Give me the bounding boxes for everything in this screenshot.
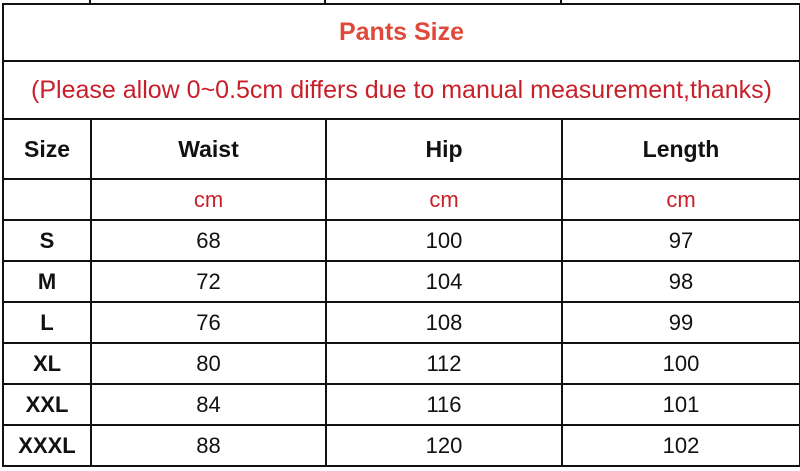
cell-waist: 72 <box>90 260 327 303</box>
grid-line <box>324 0 326 4</box>
header-waist: Waist <box>90 118 327 180</box>
cell-size: S <box>2 219 92 262</box>
unit-row: cm cm cm <box>2 178 800 221</box>
cell-hip: 112 <box>325 342 563 385</box>
pants-size-table: Pants Size (Please allow 0~0.5cm differs… <box>2 3 800 467</box>
table-row: XXL 84 116 101 <box>2 383 800 426</box>
cell-waist: 80 <box>90 342 327 385</box>
cell-length: 101 <box>561 383 800 426</box>
grid-line <box>89 0 91 4</box>
cell-waist: 88 <box>90 424 327 467</box>
cell-size: M <box>2 260 92 303</box>
unit-waist: cm <box>90 178 327 221</box>
cell-hip: 116 <box>325 383 563 426</box>
cell-hip: 108 <box>325 301 563 344</box>
table-row: XXXL 88 120 102 <box>2 424 800 467</box>
cell-length: 100 <box>561 342 800 385</box>
table-row: L 76 108 99 <box>2 301 800 344</box>
cell-size: XXXL <box>2 424 92 467</box>
unit-length: cm <box>561 178 800 221</box>
cell-length: 97 <box>561 219 800 262</box>
header-size: Size <box>2 118 92 180</box>
table-title: Pants Size <box>2 3 800 62</box>
header-length: Length <box>561 118 800 180</box>
unit-hip: cm <box>325 178 563 221</box>
cell-hip: 100 <box>325 219 563 262</box>
unit-size <box>2 178 92 221</box>
cell-waist: 76 <box>90 301 327 344</box>
measurement-note: (Please allow 0~0.5cm differs due to man… <box>2 60 800 120</box>
cell-hip: 120 <box>325 424 563 467</box>
grid-line <box>560 0 562 4</box>
header-hip: Hip <box>325 118 563 180</box>
cell-size: XXL <box>2 383 92 426</box>
table-row: XL 80 112 100 <box>2 342 800 385</box>
cell-waist: 84 <box>90 383 327 426</box>
cell-hip: 104 <box>325 260 563 303</box>
previous-table-edge <box>0 0 800 4</box>
cell-length: 98 <box>561 260 800 303</box>
cell-waist: 68 <box>90 219 327 262</box>
table-row: M 72 104 98 <box>2 260 800 303</box>
cell-length: 99 <box>561 301 800 344</box>
table-row: S 68 100 97 <box>2 219 800 262</box>
header-row: Size Waist Hip Length <box>2 118 800 180</box>
cell-size: XL <box>2 342 92 385</box>
cell-length: 102 <box>561 424 800 467</box>
cell-size: L <box>2 301 92 344</box>
